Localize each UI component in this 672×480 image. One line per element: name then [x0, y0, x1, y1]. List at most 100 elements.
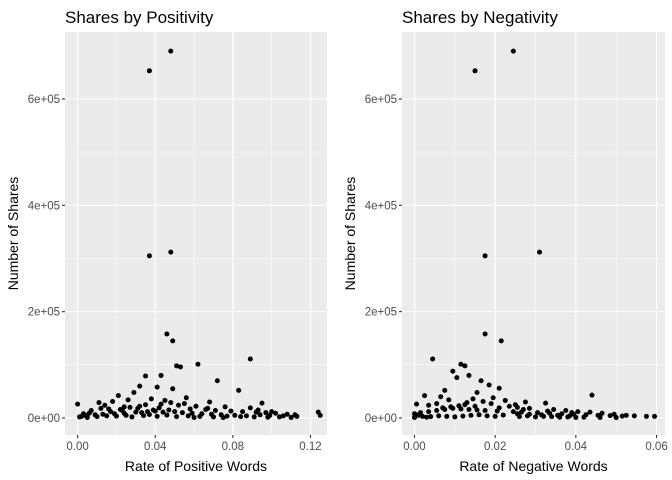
- data-point: [137, 403, 143, 409]
- data-point: [98, 405, 104, 411]
- data-point: [492, 413, 498, 419]
- chart-title-negativity: Shares by Negativity: [402, 8, 558, 27]
- data-point: [232, 412, 238, 418]
- data-point: [80, 411, 86, 417]
- x-tick-label: 0.06: [645, 441, 667, 453]
- data-point: [187, 406, 193, 412]
- data-point: [86, 410, 92, 416]
- x-axis-label-negativity: Rate of Negative Words: [459, 458, 607, 474]
- data-point: [259, 400, 265, 406]
- data-point: [133, 409, 139, 415]
- data-point: [581, 414, 587, 420]
- x-tick-label: 0.00: [403, 441, 425, 453]
- data-point: [143, 373, 149, 379]
- data-point: [520, 406, 526, 412]
- data-point: [458, 361, 464, 367]
- data-point: [168, 400, 174, 406]
- data-point: [247, 356, 253, 362]
- data-point: [539, 412, 545, 418]
- data-point: [158, 372, 164, 378]
- data-point: [210, 414, 216, 420]
- data-point: [434, 401, 440, 407]
- data-point: [129, 414, 135, 420]
- data-point: [77, 414, 83, 420]
- data-point: [121, 404, 127, 410]
- data-point: [205, 405, 211, 411]
- data-point: [193, 403, 199, 409]
- data-point: [448, 404, 454, 410]
- data-point: [555, 412, 561, 418]
- data-point: [535, 410, 541, 416]
- data-point: [533, 414, 539, 420]
- data-point: [478, 378, 484, 384]
- data-point: [143, 402, 149, 408]
- data-point: [460, 413, 466, 419]
- data-point: [179, 410, 185, 416]
- data-point: [207, 399, 213, 405]
- data-point: [104, 413, 110, 419]
- data-point: [472, 403, 478, 409]
- data-point: [488, 401, 494, 407]
- y-tick-label: 6e+05: [28, 94, 60, 106]
- panel-background-positivity: [65, 32, 327, 435]
- data-point: [545, 408, 551, 414]
- data-point: [442, 387, 448, 393]
- data-point: [123, 412, 129, 418]
- data-point: [141, 413, 147, 419]
- y-axis-label-positivity: Number of Shares: [5, 177, 21, 291]
- data-point: [619, 413, 625, 419]
- data-point: [243, 413, 249, 419]
- data-point: [102, 402, 108, 408]
- data-point: [510, 409, 516, 415]
- data-point: [456, 403, 462, 409]
- x-tick-label: 0.02: [484, 441, 506, 453]
- data-point: [502, 397, 508, 403]
- x-tick-label: 0.08: [222, 441, 244, 453]
- data-point: [170, 386, 176, 392]
- data-point: [468, 412, 474, 418]
- y-tick-label: 0e+00: [365, 413, 397, 425]
- data-point: [420, 413, 426, 419]
- data-point: [148, 396, 154, 402]
- y-tick-label: 4e+05: [28, 200, 60, 212]
- data-point: [176, 402, 182, 408]
- data-point: [276, 414, 282, 420]
- data-point: [183, 395, 189, 401]
- data-point: [170, 338, 176, 344]
- data-point: [146, 253, 152, 259]
- data-point: [440, 405, 446, 411]
- data-point: [414, 412, 420, 418]
- data-point: [643, 413, 649, 419]
- data-point: [100, 411, 106, 417]
- data-point: [214, 378, 220, 384]
- y-tick-label: 2e+05: [365, 307, 397, 319]
- data-point: [158, 401, 164, 407]
- data-point: [510, 48, 516, 54]
- data-point: [119, 408, 125, 414]
- x-tick-label: 0.12: [299, 441, 321, 453]
- data-point: [563, 408, 569, 414]
- data-point: [162, 397, 168, 403]
- y-tick-label: 4e+05: [365, 200, 397, 212]
- data-point: [506, 403, 512, 409]
- data-point: [228, 408, 234, 414]
- data-point: [257, 412, 263, 418]
- data-point: [450, 368, 456, 374]
- data-point: [284, 411, 290, 417]
- data-point: [430, 356, 436, 362]
- data-point: [160, 409, 166, 415]
- data-point: [589, 392, 595, 398]
- data-point: [597, 414, 603, 420]
- data-point: [438, 394, 444, 400]
- data-point: [484, 413, 490, 419]
- y-tick-label: 0e+00: [28, 413, 60, 425]
- data-point: [269, 409, 275, 415]
- data-point: [238, 414, 244, 420]
- data-point: [599, 410, 605, 416]
- data-point: [631, 413, 637, 419]
- data-point: [496, 385, 502, 391]
- data-point: [474, 407, 480, 413]
- data-point: [127, 404, 133, 410]
- data-point: [164, 412, 170, 418]
- x-tick-label: 0.00: [66, 441, 88, 453]
